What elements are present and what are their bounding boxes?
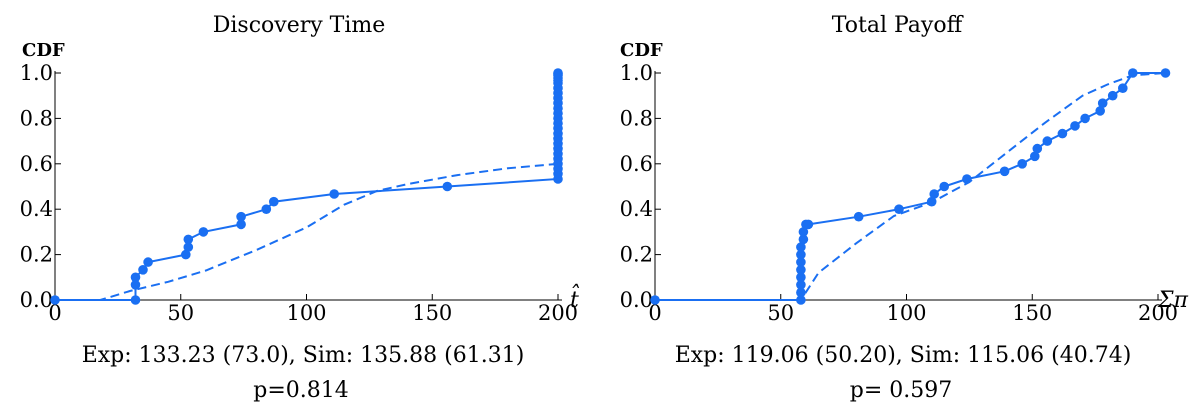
- discovery-time-chart: Discovery Time CDF t̂ Exp: 133.23 (73.0)…: [20, 13, 580, 403]
- y-tick-label: 0.2: [20, 243, 53, 267]
- experiment-data-point: [1080, 113, 1090, 124]
- experiment-data-point: [198, 227, 209, 237]
- experiment-data-point: [798, 227, 809, 237]
- y-tick-label: 0.0: [20, 288, 53, 312]
- experiment-data-point: [1032, 143, 1043, 154]
- y-tick-label: 0.4: [620, 197, 653, 221]
- y-axis-label: CDF: [620, 40, 663, 61]
- experiment-data-point: [796, 242, 806, 252]
- experiment-cdf-line: [655, 72, 1166, 301]
- y-tick-label: 0.0: [620, 288, 653, 312]
- experiment-data-point: [999, 166, 1010, 177]
- experiment-data-point: [236, 219, 246, 230]
- x-tick-label: 200: [1138, 301, 1178, 325]
- experiment-data-point: [181, 249, 191, 260]
- experiment-data-point: [798, 234, 809, 245]
- experiment-data-point: [1070, 121, 1080, 131]
- x-tick-label: 100: [286, 301, 326, 325]
- x-tick-label: 150: [412, 301, 452, 325]
- caption-stats: Exp: 119.06 (50.20), Sim: 115.06 (40.74): [675, 343, 1132, 368]
- experiment-data-point: [236, 211, 246, 222]
- experiment-data-point: [143, 257, 153, 267]
- experiment-data-point: [929, 189, 939, 199]
- experiment-data-point: [1095, 106, 1105, 116]
- experiment-data-point: [269, 196, 279, 207]
- chart-title: Discovery Time: [213, 13, 386, 38]
- experiment-data-point: [442, 181, 453, 192]
- y-tick-label: 1.0: [620, 61, 653, 85]
- experiment-data-point: [130, 280, 141, 290]
- x-tick-label: 0: [48, 301, 61, 325]
- caption-p-value: p=0.814: [253, 378, 349, 403]
- x-tick-label: 200: [538, 301, 578, 325]
- experiment-cdf-line: [55, 73, 559, 301]
- y-tick-label: 0.8: [620, 106, 653, 130]
- experiment-data-point: [796, 287, 806, 298]
- x-tick-label: 0: [648, 301, 661, 325]
- experiment-data-point: [1160, 68, 1171, 78]
- experiment-data-point: [796, 280, 806, 290]
- experiment-data-point: [183, 234, 194, 245]
- experiment-data-point: [329, 189, 340, 199]
- experiment-data-point: [1057, 128, 1068, 139]
- simulation-cdf-line: [655, 72, 1166, 301]
- y-tick-label: 0.8: [20, 106, 53, 130]
- experiment-data-point: [1030, 151, 1040, 162]
- experiment-data-point: [138, 265, 148, 275]
- experiment-data-point: [1118, 83, 1128, 93]
- y-tick-label: 0.6: [620, 152, 653, 176]
- experiment-data-point: [796, 272, 806, 283]
- y-tick-label: 1.0: [20, 61, 53, 85]
- experiment-data-point: [796, 249, 806, 260]
- experiment-data-point: [130, 272, 141, 283]
- y-tick-label: 0.4: [20, 197, 53, 221]
- experiment-data-point: [1097, 98, 1108, 108]
- experiment-data-point: [1107, 90, 1118, 101]
- chart-title: Total Payoff: [832, 13, 964, 38]
- experiment-data-point: [183, 242, 194, 252]
- experiment-data-point: [553, 68, 563, 78]
- caption-stats: Exp: 133.23 (73.0), Sim: 135.88 (61.31): [82, 343, 525, 368]
- experiment-data-point: [130, 295, 141, 305]
- caption-p-value: p= 0.597: [850, 378, 953, 403]
- experiment-data-point: [853, 211, 864, 222]
- x-tick-label: 50: [167, 301, 194, 325]
- y-tick-label: 0.2: [620, 243, 653, 267]
- experiment-data-point: [1017, 159, 1027, 169]
- x-tick-label: 100: [886, 301, 926, 325]
- total-payoff-chart: Total Payoff CDF Σπ Exp: 119.06 (50.20),…: [620, 13, 1189, 403]
- experiment-data-point: [803, 219, 814, 230]
- y-tick-label: 0.6: [20, 152, 53, 176]
- experiment-data-point: [796, 257, 806, 267]
- experiment-data-point: [261, 204, 272, 214]
- experiment-data-point: [939, 181, 949, 192]
- x-tick-label: 50: [767, 301, 794, 325]
- x-axis-label: Σπ: [1157, 288, 1189, 313]
- experiment-data-point: [796, 265, 806, 275]
- experiment-data-point: [1042, 136, 1053, 146]
- x-tick-label: 150: [1012, 301, 1052, 325]
- experiment-data-point: [894, 204, 904, 214]
- y-axis-label: CDF: [22, 40, 65, 61]
- simulation-cdf-line: [55, 162, 559, 301]
- x-axis-label: t̂: [570, 284, 580, 313]
